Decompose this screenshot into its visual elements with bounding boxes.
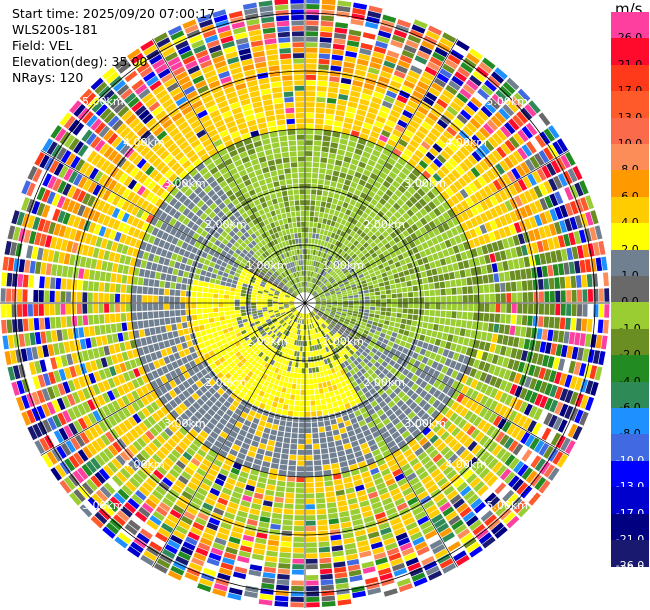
range-ring-label: 4.00km <box>445 136 487 149</box>
range-ring-label: 5.00km <box>82 499 124 512</box>
colorbar-cell <box>611 91 649 119</box>
colorbar-cell <box>611 38 649 66</box>
azimuth-spoke <box>40 302 306 456</box>
colorbar-cell <box>611 170 649 198</box>
colorbar-cell <box>611 460 649 488</box>
range-ring-label: 1.00km <box>246 335 288 348</box>
colorbar-cell <box>611 196 649 224</box>
colorbar-cell <box>611 328 649 356</box>
colorbar-cell <box>611 355 649 383</box>
colorbar-cell <box>611 249 649 277</box>
radar-ppi-plot: 1.00km 1.00km 1.00km 1.00km 2.00km 2.00km 2.00… <box>0 0 610 608</box>
start-time-text: Start time: 2025/09/20 07:00:17 <box>12 6 216 21</box>
range-ring-label: 3.00km <box>404 177 446 190</box>
colorbar-cell <box>611 144 649 171</box>
range-ring-label: 2.00km <box>205 218 247 231</box>
range-ring-label: 4.00km <box>123 136 165 149</box>
range-ring-label: 4.00km <box>123 458 165 471</box>
range-ring-label: 5.00km <box>82 95 124 108</box>
azimuth-spoke <box>152 38 306 304</box>
azimuth-spoke <box>304 302 458 568</box>
range-ring-label: 3.00km <box>164 177 206 190</box>
range-ring-label: 2.00km <box>363 218 405 231</box>
velocity-sectors <box>0 0 610 608</box>
range-ring-grid <box>0 0 610 608</box>
colorbar-cell <box>611 381 649 409</box>
colorbar-cell <box>611 117 649 145</box>
station-name-text: WLS200s-181 <box>12 22 98 37</box>
range-ring-label: 3.00km <box>164 417 206 430</box>
range-ring-label: 2.00km <box>363 376 405 389</box>
range-ring-label: 1.00km <box>246 259 288 272</box>
range-ring-labels: 1.00km 1.00km 1.00km 1.00km 2.00km 2.00km 2.00… <box>82 95 528 512</box>
range-ring-label: 1.00km <box>322 335 364 348</box>
range-ring-label: 3.00km <box>404 417 446 430</box>
nrays-text: NRays: 120 <box>12 70 84 85</box>
azimuth-spoke <box>304 302 570 456</box>
range-ring-label: 5.00km <box>486 499 528 512</box>
azimuth-spoke <box>304 150 570 304</box>
velocity-gates <box>0 32 605 601</box>
velocity-gates <box>12 0 603 590</box>
azimuth-spoke <box>304 38 458 304</box>
elevation-text: Elevation(deg): 35.00 <box>12 54 148 69</box>
colorbar-cell <box>611 487 649 515</box>
colorbar-cell <box>611 276 649 303</box>
colorbar-cell <box>611 302 649 330</box>
field-text: Field: VEL <box>12 38 73 53</box>
colorbar-cell <box>611 64 649 92</box>
range-ring-label: 4.00km <box>445 458 487 471</box>
range-ring-label: 2.00km <box>205 376 247 389</box>
colorbar-tick-label: -30.0 <box>615 563 645 577</box>
azimuth-spoke <box>40 150 306 304</box>
colorbar-cell <box>611 223 649 251</box>
velocity-gates <box>7 26 593 587</box>
colorbar-tick-label: -26.0 <box>615 559 645 573</box>
range-ring-label: 1.00km <box>322 259 364 272</box>
colorbar-cell <box>611 540 649 567</box>
range-ring-label: 5.00km <box>486 95 528 108</box>
azimuth-spoke <box>152 302 306 568</box>
colorbar-cell <box>611 434 649 462</box>
colorbar-cell <box>611 408 649 435</box>
colorbar-cell <box>611 513 649 541</box>
colorbar-cell <box>611 12 649 39</box>
